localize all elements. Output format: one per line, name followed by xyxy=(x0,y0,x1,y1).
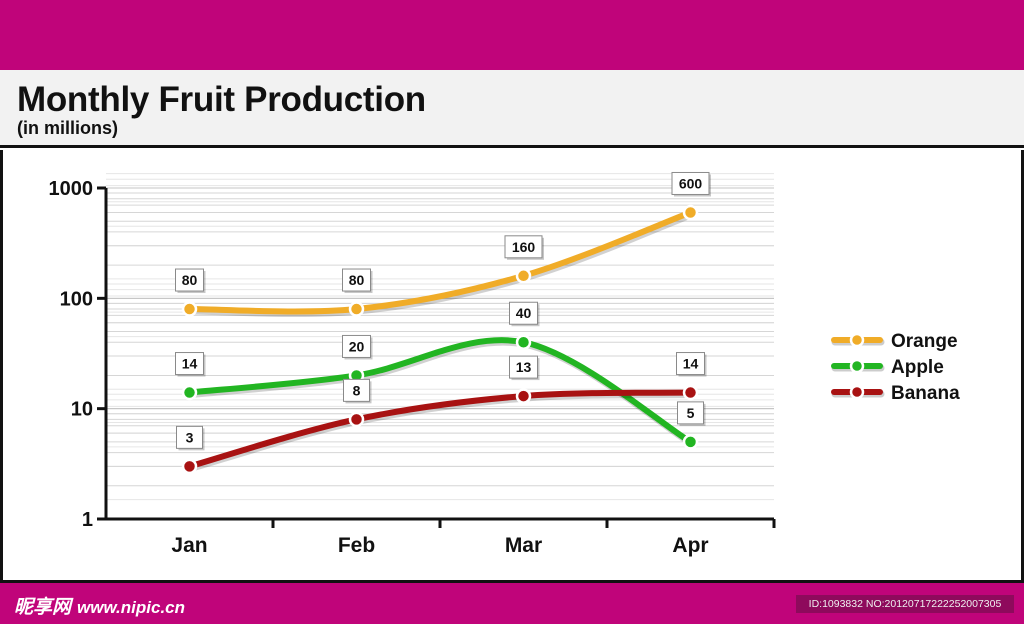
data-label-text: 13 xyxy=(516,359,532,375)
legend-swatch-marker xyxy=(849,384,865,400)
data-label-box xyxy=(175,268,204,292)
apple-data-label: 40 xyxy=(509,301,540,327)
data-label-text: 14 xyxy=(683,356,699,372)
data-labels: 80 80 160 600 14 20 40 5 3 8 13 14 xyxy=(175,171,711,451)
orange-data-label: 160 xyxy=(504,235,544,260)
title-band xyxy=(0,70,1024,148)
data-label-box xyxy=(342,268,371,292)
banana-data-label: 13 xyxy=(509,355,540,381)
chart-title: Monthly Fruit Production xyxy=(17,80,426,119)
data-label-box xyxy=(175,352,204,376)
data-label-text: 20 xyxy=(349,338,365,354)
legend-label: Apple xyxy=(891,357,944,378)
banana-data-point xyxy=(181,458,198,475)
data-label-box xyxy=(676,352,705,376)
data-label-text: 40 xyxy=(516,305,532,321)
data-label-box xyxy=(504,235,543,259)
series-lines xyxy=(186,209,696,472)
watermark-site-name: 昵享网 xyxy=(14,597,72,618)
watermark-logo: 昵享网 www.nipic.cn xyxy=(14,592,185,619)
axes: 1 10 100 1000 Jan Feb Mar Apr xyxy=(49,178,776,557)
orange-data-point xyxy=(181,301,198,317)
data-label-box xyxy=(509,301,538,325)
orange-data-label: 80 xyxy=(175,268,206,294)
orange-data-label: 600 xyxy=(671,171,711,197)
apple-data-label: 14 xyxy=(175,352,206,377)
legend-label: Banana xyxy=(891,383,960,404)
banana-data-point xyxy=(682,384,699,401)
orange-series-line xyxy=(186,209,694,315)
top-banner xyxy=(0,0,1024,70)
legend-swatch-marker xyxy=(849,358,865,374)
legend-label: Orange xyxy=(891,331,958,352)
banana-data-label: 14 xyxy=(676,352,707,377)
x-tick-label: Feb xyxy=(338,534,375,557)
x-tick-label: Mar xyxy=(505,534,542,557)
apple-data-label: 5 xyxy=(677,401,706,426)
x-tick-label: Jan xyxy=(171,534,207,557)
x-tick-label: Apr xyxy=(672,534,708,557)
banana-series-line xyxy=(186,389,694,470)
data-label-box xyxy=(176,425,203,449)
banana-data-point xyxy=(348,411,365,428)
watermark-url: www.nipic.cn xyxy=(77,598,186,617)
data-label-text: 600 xyxy=(679,175,703,191)
apple-data-point xyxy=(181,384,198,401)
orange-data-point xyxy=(682,204,699,221)
orange-data-point xyxy=(348,301,365,317)
data-label-text: 80 xyxy=(182,272,198,288)
y-tick-label: 1000 xyxy=(49,178,94,200)
orange-data-point xyxy=(515,268,532,284)
data-label-text: 8 xyxy=(353,382,361,398)
data-label-text: 14 xyxy=(182,356,198,372)
data-label-text: 5 xyxy=(687,405,695,421)
legend-item-banana: Banana xyxy=(831,383,960,404)
legend-item-apple: Apple xyxy=(831,357,944,378)
apple-data-point xyxy=(515,334,532,350)
legend: Orange Apple Banana xyxy=(831,331,960,404)
y-tick-label: 1 xyxy=(82,509,93,531)
legend-swatch-marker xyxy=(849,332,865,348)
data-label-box xyxy=(677,401,704,425)
orange-data-label: 80 xyxy=(342,268,373,294)
banana-data-label: 3 xyxy=(176,425,205,451)
y-tick-label: 10 xyxy=(71,399,93,421)
data-label-text: 80 xyxy=(349,272,365,288)
data-label-text: 3 xyxy=(186,429,194,445)
data-label-text: 160 xyxy=(512,239,536,255)
apple-data-label: 20 xyxy=(342,334,373,360)
legend-item-orange: Orange xyxy=(831,331,958,352)
data-label-box xyxy=(343,378,370,402)
data-label-box xyxy=(509,355,538,379)
data-label-box xyxy=(671,171,710,195)
watermark-image-id: ID:1093832 NO:20120717222252007305 xyxy=(796,595,1014,613)
chart-subtitle: (in millions) xyxy=(17,118,118,138)
apple-data-point xyxy=(682,434,699,450)
y-tick-label: 100 xyxy=(60,288,93,310)
banana-data-label: 8 xyxy=(343,378,372,404)
data-label-box xyxy=(342,334,371,358)
banana-data-point xyxy=(515,388,532,404)
data-points xyxy=(181,204,699,475)
